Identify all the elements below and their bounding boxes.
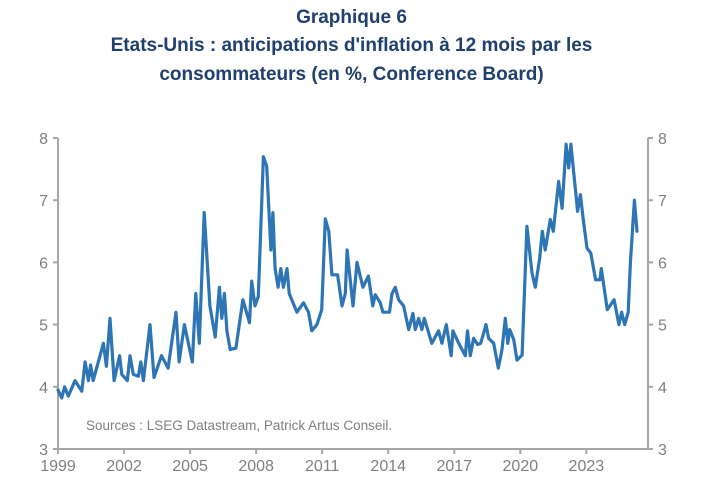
y-tick-label-right: 5 <box>658 318 667 335</box>
x-tick-label: 2014 <box>370 458 406 475</box>
y-tick-label-left: 8 <box>39 131 48 148</box>
x-tick-label: 2005 <box>172 458 208 475</box>
y-tick-label-right: 8 <box>658 131 667 148</box>
y-tick-label-right: 7 <box>658 193 667 210</box>
x-tick-label: 2023 <box>569 458 605 475</box>
x-tick-label: 2002 <box>106 458 142 475</box>
source-note: Sources : LSEG Datastream, Patrick Artus… <box>86 418 392 433</box>
x-tick-label: 1999 <box>40 458 76 475</box>
y-tick-label-right: 4 <box>658 380 667 397</box>
x-tick-label: 2011 <box>305 458 340 475</box>
y-tick-label-right: 3 <box>658 442 667 459</box>
x-tick-label: 2008 <box>238 458 274 475</box>
x-tick-label: 2017 <box>436 458 472 475</box>
y-tick-label-left: 5 <box>39 318 48 335</box>
y-tick-label-left: 4 <box>39 380 48 397</box>
y-tick-label-left: 7 <box>39 193 48 210</box>
y-tick-label-left: 3 <box>39 442 48 459</box>
chart-title-number: Graphique 6 <box>296 7 407 28</box>
y-tick-label-right: 6 <box>658 255 667 272</box>
chart-title-line-1: Etats-Unis : anticipations d'inflation à… <box>110 35 593 56</box>
chart-title-line-2: consommateurs (en %, Conference Board) <box>159 64 544 85</box>
series-line-inflation-expectations <box>56 142 639 400</box>
x-tick-label: 2020 <box>503 458 539 475</box>
y-tick-label-left: 6 <box>39 255 48 272</box>
